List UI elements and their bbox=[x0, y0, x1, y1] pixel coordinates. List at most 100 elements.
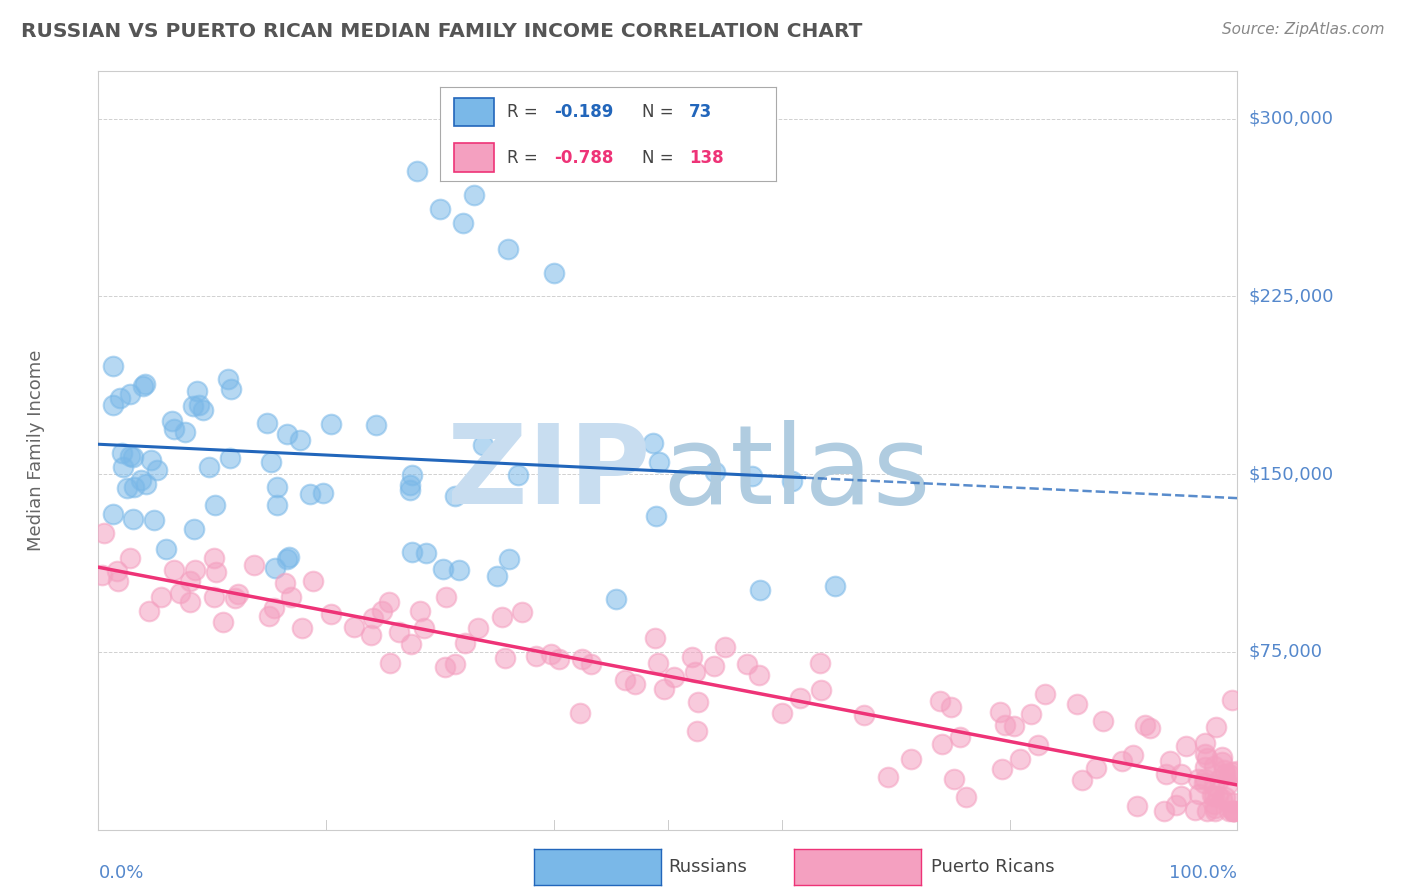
Point bbox=[179, 574, 201, 588]
Point bbox=[931, 737, 953, 751]
Point bbox=[202, 551, 225, 566]
Point bbox=[224, 591, 246, 606]
Point bbox=[1194, 772, 1216, 786]
Point bbox=[644, 631, 666, 645]
Point bbox=[824, 579, 846, 593]
Point bbox=[193, 402, 215, 417]
Point bbox=[432, 562, 454, 576]
Point bbox=[472, 438, 495, 452]
Point bbox=[111, 459, 134, 474]
Point bbox=[276, 426, 298, 441]
Point bbox=[218, 451, 240, 466]
Point bbox=[1204, 801, 1226, 815]
Point bbox=[1194, 760, 1216, 774]
Point bbox=[1033, 687, 1056, 701]
Point bbox=[988, 705, 1011, 719]
Point bbox=[408, 604, 430, 618]
Point bbox=[652, 682, 675, 697]
Point bbox=[641, 435, 664, 450]
Text: Puerto Ricans: Puerto Ricans bbox=[931, 858, 1054, 876]
Point bbox=[401, 544, 423, 558]
Point bbox=[1188, 787, 1211, 801]
Point bbox=[413, 621, 436, 635]
Point bbox=[444, 490, 467, 504]
Point bbox=[377, 595, 399, 609]
Point bbox=[242, 558, 264, 572]
Point bbox=[197, 459, 219, 474]
Point bbox=[1085, 761, 1108, 775]
Text: RUSSIAN VS PUERTO RICAN MEDIAN FAMILY INCOME CORRELATION CHART: RUSSIAN VS PUERTO RICAN MEDIAN FAMILY IN… bbox=[21, 22, 862, 41]
Point bbox=[163, 563, 186, 577]
Point bbox=[647, 455, 669, 469]
Point bbox=[108, 392, 131, 406]
Point bbox=[101, 398, 124, 412]
Point bbox=[447, 563, 470, 577]
Point bbox=[524, 648, 547, 663]
Point bbox=[955, 789, 977, 804]
Point bbox=[138, 604, 160, 618]
Point bbox=[311, 486, 333, 500]
Point bbox=[571, 652, 593, 666]
Point bbox=[1195, 751, 1218, 765]
Point bbox=[219, 382, 242, 396]
Point bbox=[321, 607, 343, 621]
Point bbox=[1187, 772, 1209, 786]
Point bbox=[852, 707, 875, 722]
Point bbox=[186, 384, 208, 398]
Point bbox=[1218, 804, 1240, 818]
Point bbox=[1135, 718, 1157, 732]
Point bbox=[686, 695, 709, 709]
Point bbox=[1205, 721, 1227, 735]
Point bbox=[1071, 773, 1094, 788]
Point bbox=[399, 637, 422, 651]
Point bbox=[91, 568, 114, 582]
Point bbox=[160, 414, 183, 428]
Point bbox=[129, 473, 152, 487]
Point bbox=[1222, 804, 1244, 818]
Point bbox=[683, 665, 706, 679]
Point bbox=[1159, 754, 1181, 768]
Point bbox=[681, 649, 703, 664]
Point bbox=[1211, 792, 1233, 806]
Point bbox=[1218, 767, 1240, 781]
Point bbox=[1213, 766, 1236, 780]
Point bbox=[146, 463, 169, 477]
Point bbox=[1226, 764, 1249, 778]
Point bbox=[494, 651, 516, 665]
Point bbox=[302, 574, 325, 589]
Point bbox=[1201, 788, 1223, 802]
Text: Source: ZipAtlas.com: Source: ZipAtlas.com bbox=[1222, 22, 1385, 37]
Point bbox=[463, 187, 485, 202]
Point bbox=[118, 449, 141, 463]
Point bbox=[1184, 803, 1206, 817]
Point bbox=[115, 481, 138, 495]
Point bbox=[741, 469, 763, 483]
Point bbox=[543, 266, 565, 280]
Point bbox=[1222, 796, 1244, 810]
Point bbox=[1125, 798, 1147, 813]
Point bbox=[169, 586, 191, 600]
Point bbox=[406, 164, 429, 178]
Point bbox=[1222, 804, 1244, 818]
Point bbox=[1212, 764, 1234, 778]
Point bbox=[1091, 714, 1114, 728]
Point bbox=[1204, 759, 1226, 773]
Point bbox=[101, 507, 124, 521]
Point bbox=[174, 425, 197, 440]
Point bbox=[994, 718, 1017, 732]
Point bbox=[93, 526, 115, 541]
Point bbox=[217, 372, 239, 386]
Point bbox=[613, 673, 636, 687]
Point bbox=[624, 677, 647, 691]
Point bbox=[569, 706, 592, 721]
Text: 0.0%: 0.0% bbox=[98, 863, 143, 881]
Point bbox=[1174, 739, 1197, 753]
Point bbox=[942, 772, 965, 787]
Point bbox=[132, 378, 155, 392]
Point bbox=[1066, 698, 1088, 712]
Point bbox=[810, 683, 832, 698]
Point bbox=[183, 522, 205, 536]
Point bbox=[364, 418, 387, 433]
Point bbox=[399, 483, 422, 498]
Point bbox=[444, 657, 467, 671]
